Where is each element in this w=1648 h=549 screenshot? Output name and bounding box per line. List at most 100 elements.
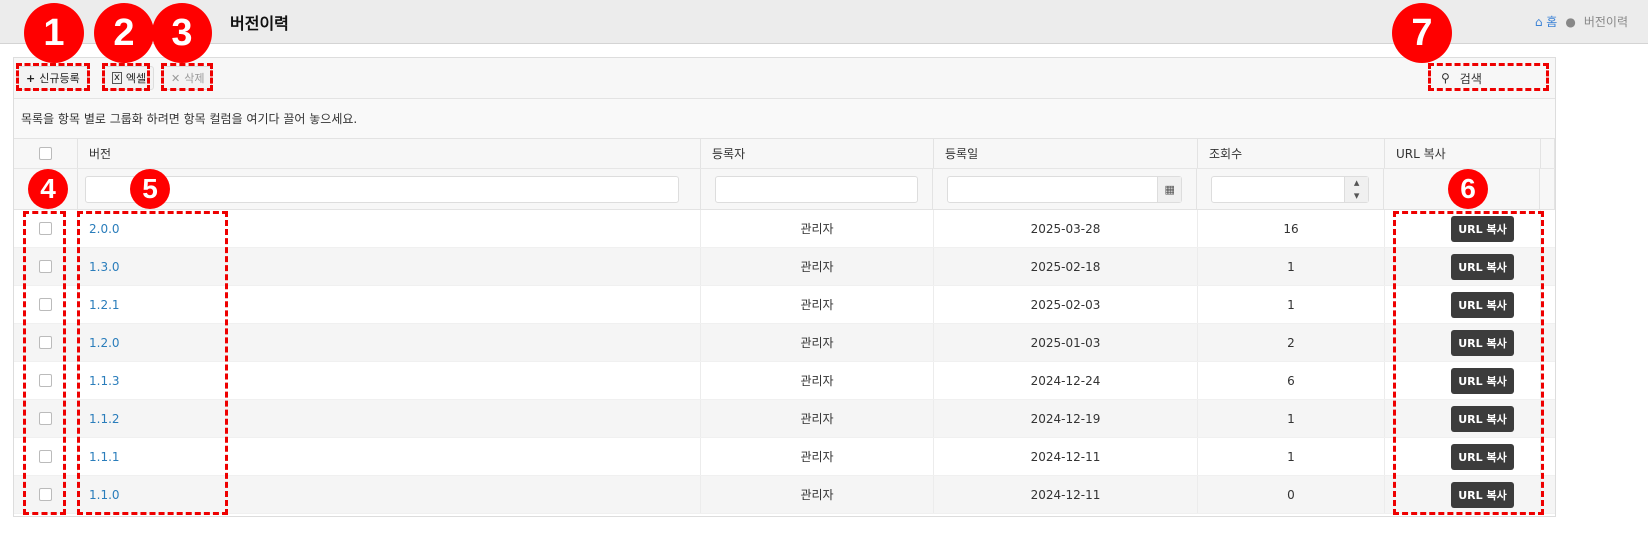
views-cell: 1 <box>1198 286 1385 323</box>
annotation-highlight-box <box>16 63 90 91</box>
row-checkbox[interactable] <box>39 450 52 463</box>
date-cell: 2025-01-03 <box>934 324 1198 361</box>
author-cell: 관리자 <box>701 476 934 513</box>
annotation-highlight-box <box>1428 63 1549 91</box>
views-cell: 16 <box>1198 210 1385 247</box>
search-input[interactable]: ⚲ 검색 <box>1433 65 1545 91</box>
column-header-date[interactable]: 등록일 <box>934 139 1198 168</box>
table-row[interactable]: 1.1.2 관리자 2024-12-19 1 URL 복사 <box>14 400 1555 438</box>
breadcrumb-separator: ● <box>1565 14 1576 29</box>
table-row[interactable]: 1.1.3 관리자 2024-12-24 6 URL 복사 <box>14 362 1555 400</box>
calendar-icon[interactable]: ▦ <box>1157 176 1182 202</box>
url-copy-button[interactable]: URL 복사 <box>1451 215 1514 242</box>
row-checkbox[interactable] <box>39 298 52 311</box>
author-cell: 관리자 <box>701 362 934 399</box>
new-button-label: 신규등록 <box>39 72 80 85</box>
version-link[interactable]: 2.0.0 <box>89 221 120 236</box>
version-link[interactable]: 1.1.0 <box>89 487 120 502</box>
annotation-badge: 7 <box>1392 3 1452 63</box>
annotation-badge: 6 <box>1448 169 1488 209</box>
version-link[interactable]: 1.1.3 <box>89 373 120 388</box>
date-cell: 2024-12-19 <box>934 400 1198 437</box>
row-checkbox[interactable] <box>39 374 52 387</box>
table-row[interactable]: 1.3.0 관리자 2025-02-18 1 URL 복사 <box>14 248 1555 286</box>
excel-file-icon: x <box>112 72 122 84</box>
version-link[interactable]: 1.1.1 <box>89 449 120 464</box>
table-row[interactable]: 2.0.0 관리자 2025-03-28 16 URL 복사 <box>14 210 1555 248</box>
version-link[interactable]: 1.2.0 <box>89 335 120 350</box>
views-cell: 0 <box>1198 476 1385 513</box>
views-cell: 6 <box>1198 362 1385 399</box>
author-cell: 관리자 <box>701 248 934 285</box>
author-cell: 관리자 <box>701 324 934 361</box>
annotation-badge: 4 <box>28 169 68 209</box>
row-checkbox[interactable] <box>39 412 52 425</box>
url-copy-button[interactable]: URL 복사 <box>1451 405 1514 432</box>
version-link[interactable]: 1.3.0 <box>89 259 120 274</box>
author-cell: 관리자 <box>701 210 934 247</box>
top-bar: 버전이력 ⌂ 홈 ● 버전이력 <box>0 0 1648 44</box>
url-copy-button[interactable]: URL 복사 <box>1451 329 1514 356</box>
url-copy-button[interactable]: URL 복사 <box>1451 443 1514 470</box>
search-placeholder: 검색 <box>1459 71 1482 86</box>
annotation-badge: 5 <box>130 169 170 209</box>
group-panel[interactable]: 목록을 항목 별로 그룹화 하려면 항목 컬럼을 여기다 끌어 놓으세요. <box>14 99 1555 139</box>
spinner-icon[interactable]: ▴ ▾ <box>1344 176 1369 202</box>
column-header-url-copy: URL 복사 <box>1385 139 1541 168</box>
author-cell: 관리자 <box>701 400 934 437</box>
url-copy-button[interactable]: URL 복사 <box>1451 291 1514 318</box>
author-cell: 관리자 <box>701 286 934 323</box>
close-icon: ✕ <box>171 71 181 85</box>
annotation-badge: 3 <box>152 3 212 63</box>
breadcrumb-home-label: 홈 <box>1546 15 1558 29</box>
views-cell: 1 <box>1198 248 1385 285</box>
delete-button-label: 삭제 <box>184 72 205 85</box>
annotation-highlight-box <box>102 63 150 91</box>
column-header-version[interactable]: 버전 <box>78 139 701 168</box>
header-row: 버전 등록자 등록일 조회수 URL 복사 <box>14 139 1555 169</box>
filter-row: ▦ ▴ ▾ <box>14 169 1555 210</box>
date-cell: 2025-02-03 <box>934 286 1198 323</box>
breadcrumb-current: 버전이력 <box>1583 15 1628 29</box>
author-cell: 관리자 <box>701 438 934 475</box>
url-copy-button[interactable]: URL 복사 <box>1451 367 1514 394</box>
version-link[interactable]: 1.1.2 <box>89 411 120 426</box>
date-cell: 2025-03-28 <box>934 210 1198 247</box>
column-header-author[interactable]: 등록자 <box>701 139 934 168</box>
table-row[interactable]: 1.2.1 관리자 2025-02-03 1 URL 복사 <box>14 286 1555 324</box>
date-cell: 2024-12-11 <box>934 438 1198 475</box>
row-checkbox[interactable] <box>39 222 52 235</box>
grid-toolbar: + 신규등록 x 엑셀 ✕ 삭제 ⚲ 검색 <box>14 58 1555 99</box>
row-checkbox[interactable] <box>39 336 52 349</box>
select-all-checkbox[interactable] <box>39 147 52 160</box>
annotation-highlight-box <box>161 63 213 91</box>
version-filter-input[interactable] <box>84 175 679 203</box>
url-copy-button[interactable]: URL 복사 <box>1451 481 1514 508</box>
annotation-badge: 1 <box>24 3 84 63</box>
date-filter-input[interactable]: ▦ <box>947 175 1183 203</box>
version-link[interactable]: 1.2.1 <box>89 297 120 312</box>
annotation-highlight-box <box>1393 211 1544 515</box>
annotation-highlight-box <box>77 211 228 515</box>
breadcrumb: ⌂ 홈 ● 버전이력 <box>1535 13 1628 30</box>
version-grid: + 신규등록 x 엑셀 ✕ 삭제 ⚲ 검색 목록을 항목 별로 그룹화 하려면 항목 컬… <box>13 57 1556 517</box>
table-row[interactable]: 1.2.0 관리자 2025-01-03 2 URL 복사 <box>14 324 1555 362</box>
views-cell: 2 <box>1198 324 1385 361</box>
annotation-badge: 2 <box>94 3 154 63</box>
excel-button-label: 엑셀 <box>125 72 147 85</box>
breadcrumb-home[interactable]: ⌂ 홈 <box>1534 15 1558 29</box>
delete-button[interactable]: ✕ 삭제 <box>163 66 213 90</box>
date-cell: 2024-12-11 <box>934 476 1198 513</box>
table-row[interactable]: 1.1.1 관리자 2024-12-11 1 URL 복사 <box>14 438 1555 476</box>
url-copy-button[interactable]: URL 복사 <box>1451 253 1514 280</box>
row-checkbox[interactable] <box>39 488 52 501</box>
row-checkbox[interactable] <box>39 260 52 273</box>
page-title: 버전이력 <box>230 14 289 33</box>
annotation-highlight-box <box>23 211 66 515</box>
views-filter-input[interactable]: ▴ ▾ <box>1211 175 1370 203</box>
views-cell: 1 <box>1198 438 1385 475</box>
author-filter-input[interactable] <box>714 175 919 203</box>
date-cell: 2024-12-24 <box>934 362 1198 399</box>
table-row[interactable]: 1.1.0 관리자 2024-12-11 0 URL 복사 <box>14 476 1555 514</box>
column-header-views[interactable]: 조회수 <box>1198 139 1385 168</box>
